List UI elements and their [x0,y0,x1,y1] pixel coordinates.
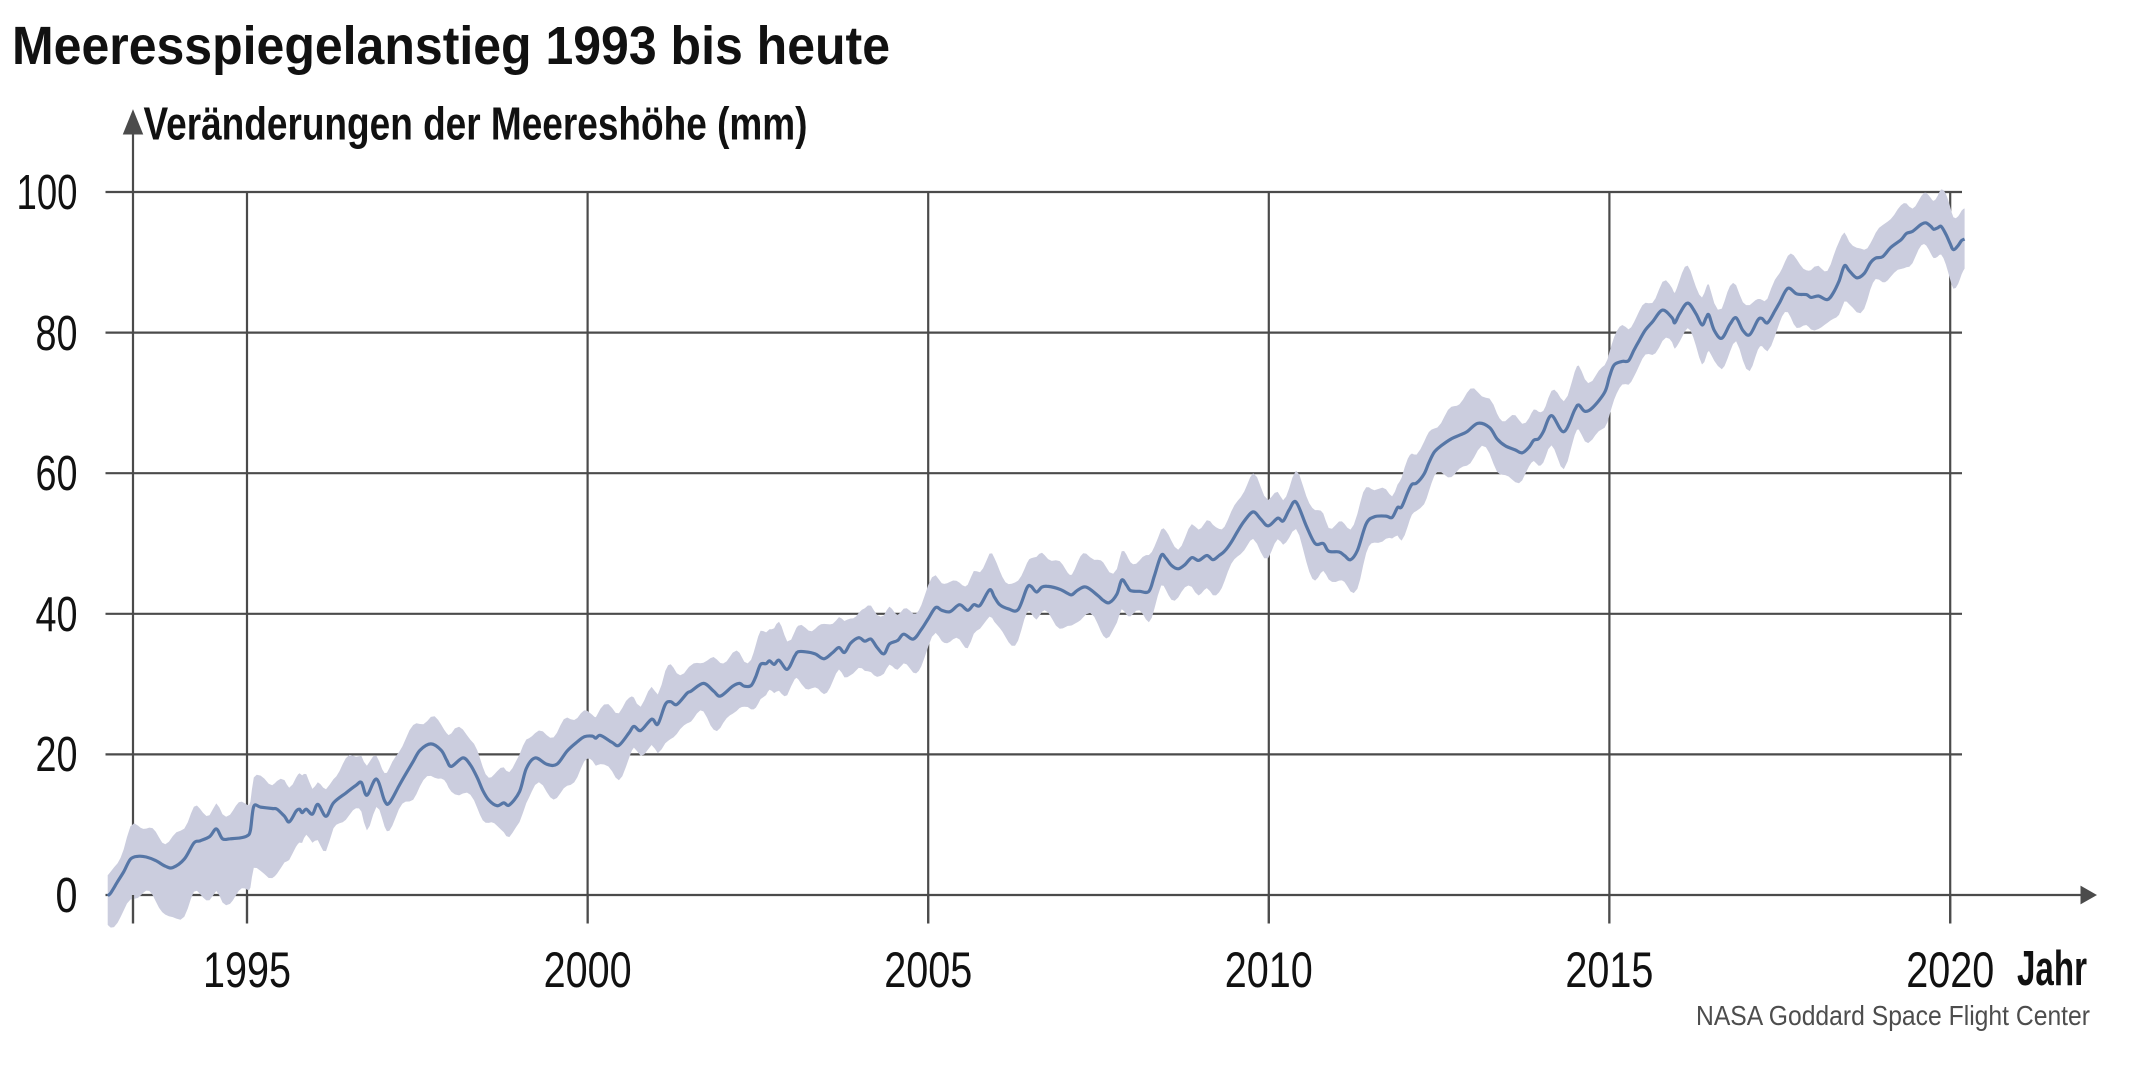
svg-text:100: 100 [17,166,78,220]
svg-text:2015: 2015 [1565,942,1653,998]
svg-text:Meeresspiegelanstieg 1993 bis: Meeresspiegelanstieg 1993 bis heute [12,16,890,76]
svg-text:2005: 2005 [884,942,972,998]
svg-text:NASA Goddard Space Flight Cent: NASA Goddard Space Flight Center [1696,1000,2090,1031]
svg-text:2000: 2000 [544,942,632,998]
svg-text:20: 20 [36,728,78,782]
svg-text:60: 60 [36,447,78,501]
svg-text:0: 0 [56,869,78,923]
svg-text:2010: 2010 [1225,942,1313,998]
svg-text:1995: 1995 [203,942,291,998]
svg-text:2020: 2020 [1906,942,1994,998]
svg-text:80: 80 [36,307,78,361]
svg-text:Jahr: Jahr [2017,942,2087,996]
svg-text:40: 40 [36,588,78,642]
svg-text:Veränderungen der Meereshöhe (: Veränderungen der Meereshöhe (mm) [144,98,808,150]
